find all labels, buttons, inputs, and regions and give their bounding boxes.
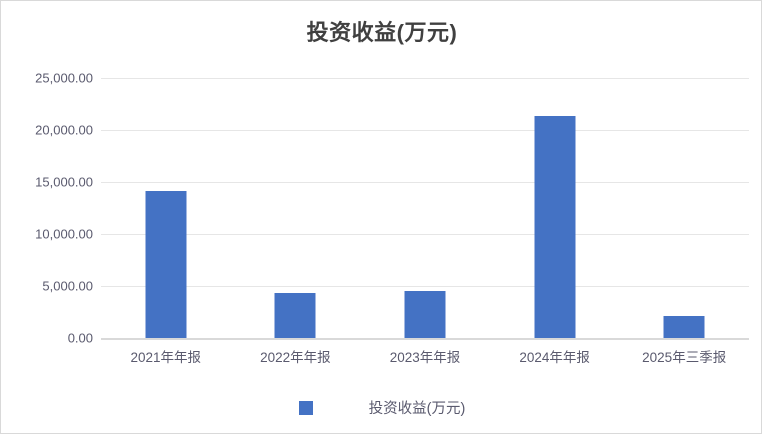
chart-legend: 投资收益(万元): [1, 397, 761, 418]
x-axis-tick-label: 2024年年报: [519, 350, 590, 365]
x-axis-tick-label: 2021年年报: [130, 350, 202, 365]
y-axis-tick-label: 15,000.00: [35, 174, 93, 190]
bar[interactable]: [534, 116, 576, 338]
y-axis-tick-label: 25,000.00: [35, 70, 93, 86]
bar[interactable]: [274, 293, 316, 338]
bar-slot: [360, 78, 490, 338]
gridline: [101, 182, 749, 183]
y-axis-tick-label: 10,000.00: [35, 226, 93, 242]
x-axis-labels: 2021年年报 2022年年报 2023年年报 2024年年报 2025年三季报: [101, 346, 749, 370]
y-axis-tick-label: 0.00: [67, 330, 93, 346]
bar-slot: [101, 78, 231, 338]
y-axis-labels: 0.00 5,000.00 10,000.00 15,000.00 20,000.00 2…: [35, 71, 749, 346]
bar-slot: [490, 78, 620, 338]
x-axis-line: [101, 338, 749, 340]
x-axis-tick-label: 2022年年报: [260, 350, 331, 365]
legend-marker-icon: [298, 400, 313, 415]
gridline: [101, 234, 749, 235]
x-axis-tick-label: 2023年年报: [389, 350, 461, 365]
legend-label: 投资收益(万元): [368, 401, 466, 417]
x-axis-tick-label: 2025年三季报: [642, 350, 727, 365]
plot-area: [101, 78, 749, 339]
gridline: [101, 130, 749, 131]
bar[interactable]: [404, 291, 446, 338]
gridline: [101, 78, 749, 79]
y-axis-tick-label: 20,000.00: [35, 122, 93, 138]
bar[interactable]: [145, 191, 187, 338]
bar-slot: [619, 78, 749, 338]
bar-slot: [231, 78, 361, 338]
y-axis-tick-label: 5,000.00: [42, 278, 93, 294]
gridline: [101, 286, 749, 287]
chart-title: 投资收益(万元): [306, 20, 458, 45]
bar[interactable]: [663, 316, 705, 338]
